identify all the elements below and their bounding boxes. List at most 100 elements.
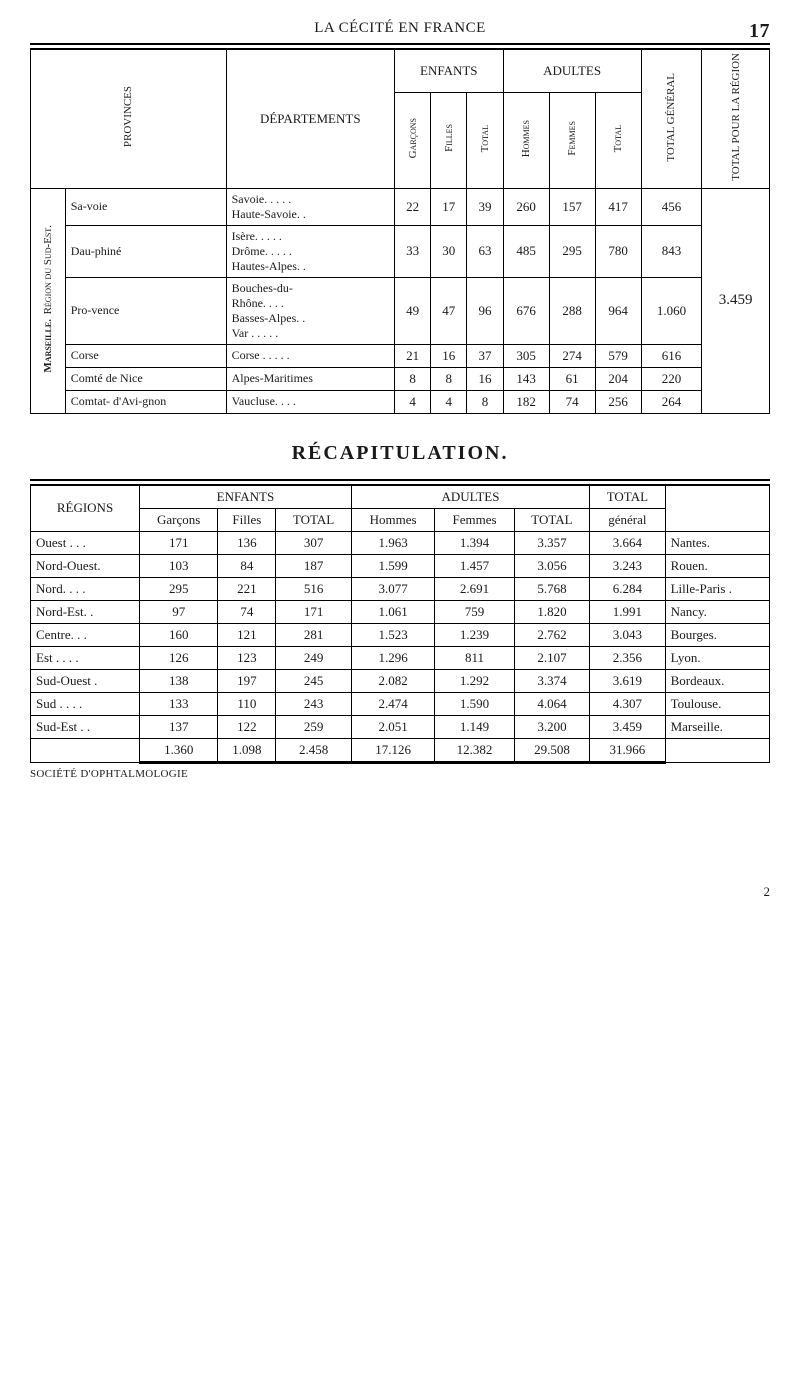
col-enfants: ENFANTS xyxy=(394,50,503,93)
value-cell: 2.356 xyxy=(590,646,665,669)
value-cell: 305 xyxy=(503,344,549,367)
value-cell: 780 xyxy=(595,225,641,277)
value-cell: 61 xyxy=(549,367,595,390)
region-name-cell: Sud-Est . . xyxy=(31,715,140,738)
value-cell: 456 xyxy=(641,188,702,225)
table-row: Comté de NiceAlpes-Maritimes881614361204… xyxy=(31,367,770,390)
col-adultes: ADULTES xyxy=(503,50,641,93)
value-cell: 964 xyxy=(595,277,641,344)
value-cell: 249 xyxy=(276,646,351,669)
col-garcons: Garçons xyxy=(394,92,430,188)
province-cell: Corse xyxy=(65,344,226,367)
region-name-cell: Sud-Ouest . xyxy=(31,669,140,692)
value-cell: 2.051 xyxy=(351,715,435,738)
value-cell: 264 xyxy=(641,390,702,413)
value-cell: 8 xyxy=(431,367,467,390)
value-cell: 3.200 xyxy=(514,715,589,738)
value-cell: 138 xyxy=(140,669,218,692)
province-cell: Dau-phiné xyxy=(65,225,226,277)
value-cell: 811 xyxy=(435,646,514,669)
value-cell: 17 xyxy=(431,188,467,225)
region-name-cell: Sud . . . . xyxy=(31,692,140,715)
value-cell: 157 xyxy=(549,188,595,225)
blank-cell xyxy=(31,738,140,762)
total-value-cell: 31.966 xyxy=(590,738,665,762)
city-cell: Bordeaux. xyxy=(665,669,769,692)
value-cell: 126 xyxy=(140,646,218,669)
value-cell: 6.284 xyxy=(590,577,665,600)
value-cell: 3.619 xyxy=(590,669,665,692)
col-hommes-2: Hommes xyxy=(351,508,435,531)
value-cell: 4.307 xyxy=(590,692,665,715)
table-row: Centre. . .1601212811.5231.2392.7623.043… xyxy=(31,623,770,646)
value-cell: 133 xyxy=(140,692,218,715)
total-value-cell: 29.508 xyxy=(514,738,589,762)
city-cell: Nancy. xyxy=(665,600,769,623)
value-cell: 74 xyxy=(549,390,595,413)
table-row: Est . . . .1261232491.2968112.1072.356Ly… xyxy=(31,646,770,669)
col-filles-2: Filles xyxy=(218,508,276,531)
value-cell: 136 xyxy=(218,531,276,554)
totals-row: 1.3601.0982.45817.12612.38229.50831.966 xyxy=(31,738,770,762)
value-cell: 759 xyxy=(435,600,514,623)
table-region-sud-est: PROVINCES DÉPARTEMENTS ENFANTS ADULTES T… xyxy=(30,49,770,414)
value-cell: 516 xyxy=(276,577,351,600)
value-cell: 21 xyxy=(394,344,430,367)
value-cell: 4 xyxy=(431,390,467,413)
value-cell: 259 xyxy=(276,715,351,738)
value-cell: 295 xyxy=(140,577,218,600)
departement-cell: Bouches-du- Rhône. . . . Basses-Alpes. .… xyxy=(226,277,394,344)
departement-cell: Isère. . . . . Drôme. . . . . Hautes-Alp… xyxy=(226,225,394,277)
value-cell: 103 xyxy=(140,554,218,577)
value-cell: 4.064 xyxy=(514,692,589,715)
value-cell: 417 xyxy=(595,188,641,225)
value-cell: 2.082 xyxy=(351,669,435,692)
region-name-cell: Centre. . . xyxy=(31,623,140,646)
value-cell: 260 xyxy=(503,188,549,225)
total-value-cell: 17.126 xyxy=(351,738,435,762)
value-cell: 33 xyxy=(394,225,430,277)
value-cell: 160 xyxy=(140,623,218,646)
table-row: Comtat- d'Avi-gnonVaucluse. . . .4481827… xyxy=(31,390,770,413)
value-cell: 110 xyxy=(218,692,276,715)
value-cell: 1.820 xyxy=(514,600,589,623)
value-cell: 1.149 xyxy=(435,715,514,738)
value-cell: 616 xyxy=(641,344,702,367)
table-row: Sud-Ouest .1381972452.0821.2923.3743.619… xyxy=(31,669,770,692)
col-city xyxy=(665,485,769,531)
value-cell: 1.457 xyxy=(435,554,514,577)
value-cell: 96 xyxy=(467,277,503,344)
value-cell: 1.394 xyxy=(435,531,514,554)
value-cell: 243 xyxy=(276,692,351,715)
table-row: Nord. . . .2952215163.0772.6915.7686.284… xyxy=(31,577,770,600)
total-value-cell: 12.382 xyxy=(435,738,514,762)
table-row: Pro-venceBouches-du- Rhône. . . . Basses… xyxy=(31,277,770,344)
col-garcons-2: Garçons xyxy=(140,508,218,531)
value-cell: 1.060 xyxy=(641,277,702,344)
total-value-cell: 1.098 xyxy=(218,738,276,762)
value-cell: 204 xyxy=(595,367,641,390)
value-cell: 221 xyxy=(218,577,276,600)
value-cell: 8 xyxy=(467,390,503,413)
region-name-cell: Ouest . . . xyxy=(31,531,140,554)
value-cell: 1.523 xyxy=(351,623,435,646)
province-cell: Sa-voie xyxy=(65,188,226,225)
city-cell: Marseille. xyxy=(665,715,769,738)
city-cell: Lille-Paris . xyxy=(665,577,769,600)
col-hommes: Hommes xyxy=(503,92,549,188)
value-cell: 37 xyxy=(467,344,503,367)
col-adultes-2: ADULTES xyxy=(351,485,589,508)
value-cell: 1.296 xyxy=(351,646,435,669)
value-cell: 3.357 xyxy=(514,531,589,554)
footer-sig: 2 xyxy=(764,884,771,900)
footer-society: SOCIÉTÉ D'OPHTALMOLOGIE xyxy=(30,768,188,780)
col-filles: Filles xyxy=(431,92,467,188)
departement-cell: Alpes-Maritimes xyxy=(226,367,394,390)
city-cell: Lyon. xyxy=(665,646,769,669)
value-cell: 1.061 xyxy=(351,600,435,623)
value-cell: 182 xyxy=(503,390,549,413)
city-cell: Bourges. xyxy=(665,623,769,646)
city-cell: Nantes. xyxy=(665,531,769,554)
value-cell: 63 xyxy=(467,225,503,277)
total-value-cell: 2.458 xyxy=(276,738,351,762)
